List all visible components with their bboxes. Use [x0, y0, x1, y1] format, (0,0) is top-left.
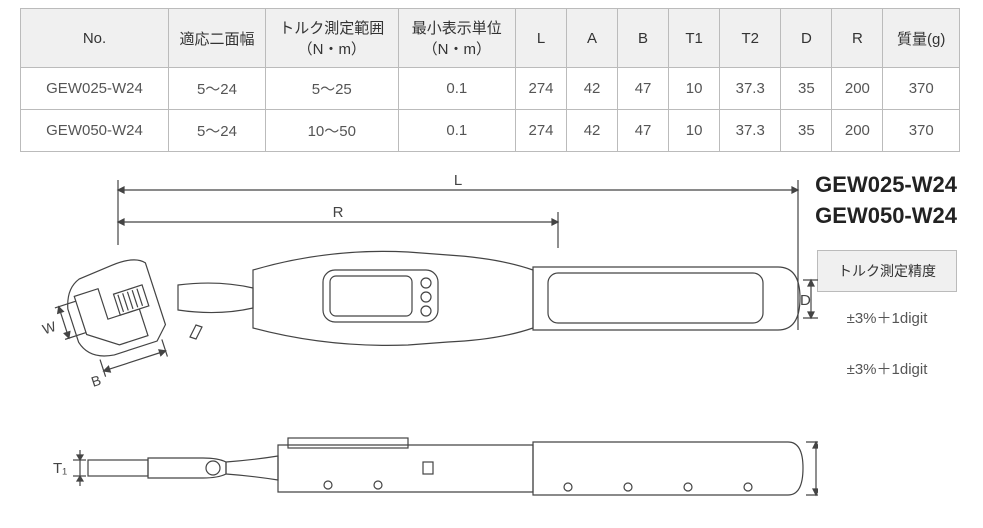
svg-text:D: D — [800, 292, 811, 309]
svg-text:W: W — [40, 318, 58, 338]
cell-torque_range: 10～50 — [265, 110, 398, 152]
cell-B: 47 — [618, 110, 669, 152]
col-no: No. — [21, 9, 169, 68]
col-B: B — [618, 9, 669, 68]
cell-R: 200 — [832, 68, 883, 110]
cell-min_unit: 0.1 — [398, 110, 515, 152]
cell-A: 42 — [567, 68, 618, 110]
cell-T2: 37.3 — [720, 68, 781, 110]
cell-B: 47 — [618, 68, 669, 110]
table-row: GEW025-W245～245～250.127442471037.3352003… — [21, 68, 960, 110]
cell-L: 274 — [515, 68, 566, 110]
spec-table: No.適応二面幅トルク測定範囲（N・m）最小表示単位（N・m）LABT1T2DR… — [20, 8, 960, 152]
cell-T1: 10 — [669, 110, 720, 152]
col-R: R — [832, 9, 883, 68]
accuracy-row-1: ±3%＋1digit — [817, 343, 957, 394]
cell-D: 35 — [781, 110, 832, 152]
svg-text:R: R — [333, 204, 344, 221]
col-T2: T2 — [720, 9, 781, 68]
col-width_flat: 適応二面幅 — [168, 9, 265, 68]
svg-text:T₁: T₁ — [53, 460, 67, 477]
col-torque_range: トルク測定範囲（N・m） — [265, 9, 398, 68]
cell-torque_range: 5～25 — [265, 68, 398, 110]
cell-mass: 370 — [883, 110, 960, 152]
cell-D: 35 — [781, 68, 832, 110]
cell-width_flat: 5～24 — [168, 110, 265, 152]
cell-no: GEW050-W24 — [21, 110, 169, 152]
cell-mass: 370 — [883, 68, 960, 110]
accuracy-box: トルク測定精度 ±3%＋1digit ±3%＋1digit — [817, 250, 957, 394]
cell-R: 200 — [832, 110, 883, 152]
model-name-1: GEW050-W24 — [815, 201, 957, 232]
cell-T1: 10 — [669, 68, 720, 110]
wrench-diagram: L R D A W B — [28, 170, 818, 520]
col-D: D — [781, 9, 832, 68]
col-T1: T1 — [669, 9, 720, 68]
col-L: L — [515, 9, 566, 68]
col-A: A — [567, 9, 618, 68]
cell-A: 42 — [567, 110, 618, 152]
accuracy-row-0: ±3%＋1digit — [817, 292, 957, 343]
svg-text:B: B — [89, 372, 103, 390]
accuracy-header: トルク測定精度 — [817, 250, 957, 292]
model-name-0: GEW025-W24 — [815, 170, 957, 201]
cell-L: 274 — [515, 110, 566, 152]
table-row: GEW050-W245～2410～500.127442471037.335200… — [21, 110, 960, 152]
svg-text:L: L — [454, 172, 462, 189]
col-mass: 質量(g) — [883, 9, 960, 68]
cell-min_unit: 0.1 — [398, 68, 515, 110]
col-min_unit: 最小表示単位（N・m） — [398, 9, 515, 68]
cell-no: GEW025-W24 — [21, 68, 169, 110]
cell-width_flat: 5～24 — [168, 68, 265, 110]
model-list: GEW025-W24 GEW050-W24 — [815, 170, 957, 232]
cell-T2: 37.3 — [720, 110, 781, 152]
